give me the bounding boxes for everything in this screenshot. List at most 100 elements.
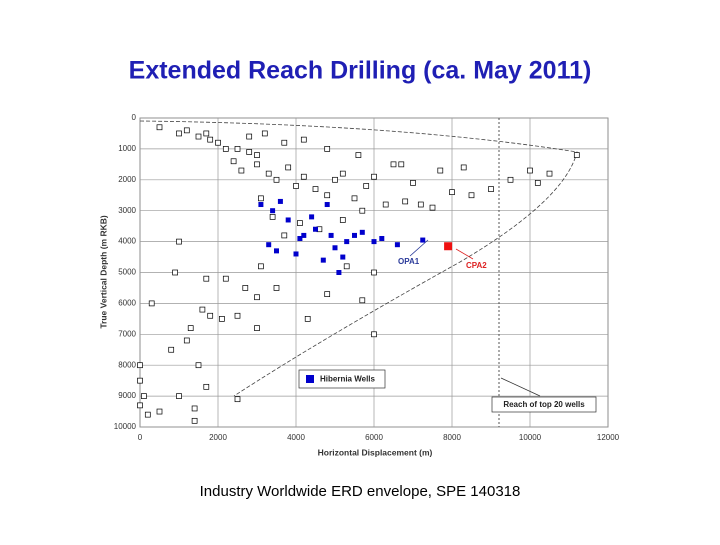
data-point (355, 152, 362, 158)
erd-envelope (139, 120, 578, 397)
y-tick-label: 8000 (118, 360, 136, 369)
data-point (449, 189, 455, 196)
y-tick-label: 1000 (118, 144, 136, 153)
y-tick-label: 3000 (118, 206, 136, 215)
data-point (324, 192, 331, 199)
data-point (183, 337, 190, 344)
data-point (534, 180, 541, 186)
data-point (141, 393, 147, 399)
y-tick-label: 9000 (118, 391, 136, 400)
data-point (332, 245, 338, 251)
annotation: OPA1 (398, 257, 420, 266)
data-point (176, 130, 182, 137)
caption: Industry Worldwide ERD envelope, SPE 140… (200, 483, 521, 500)
data-point (301, 232, 307, 238)
data-point (277, 198, 283, 204)
data-point (297, 220, 303, 226)
data-point (507, 176, 514, 183)
data-point (429, 204, 436, 211)
data-point (402, 198, 409, 205)
x-tick-label: 6000 (365, 433, 383, 442)
data-point (230, 158, 237, 165)
data-point (285, 164, 292, 171)
data-point (187, 325, 194, 331)
data-point (207, 312, 214, 319)
data-point (340, 254, 346, 260)
data-point (183, 127, 190, 134)
data-point (191, 417, 198, 424)
data-point (273, 176, 280, 183)
data-point (344, 239, 350, 245)
data-point (148, 300, 155, 307)
annotation-arrow (409, 239, 429, 257)
data-point (270, 208, 276, 214)
data-point (195, 362, 202, 369)
x-axis-label: Horizontal Displacement (m) (318, 447, 433, 457)
data-point (468, 192, 475, 199)
annotation-arrow (455, 248, 474, 260)
data-point (254, 325, 260, 331)
data-point (168, 346, 175, 353)
data-point (437, 167, 444, 174)
y-tick-label: 2000 (118, 175, 136, 184)
y-tick-label: 10000 (114, 422, 137, 431)
data-point (203, 130, 210, 137)
data-point (573, 152, 580, 158)
x-tick-label: 0 (138, 433, 143, 442)
y-tick-label: 7000 (118, 329, 136, 338)
data-point (312, 186, 319, 192)
slide-title: Extended Reach Drilling (ca. May 2011) (129, 57, 592, 85)
data-point (137, 377, 143, 384)
data-point (293, 251, 299, 257)
data-point (203, 275, 210, 282)
data-point (359, 207, 366, 214)
data-point (265, 170, 272, 177)
data-point (293, 183, 299, 189)
data-point (359, 297, 366, 304)
data-point (246, 149, 253, 155)
legend-label: Hibernia Wells (320, 375, 376, 384)
data-point (199, 306, 206, 313)
data-point (379, 236, 385, 242)
data-point (382, 201, 389, 208)
data-point (156, 124, 163, 131)
data-point (176, 238, 182, 245)
data-point (320, 257, 326, 263)
data-point (274, 248, 279, 254)
data-point (172, 269, 178, 276)
data-point (339, 170, 346, 177)
data-point (195, 133, 202, 140)
data-point (234, 146, 241, 152)
data-point (300, 173, 307, 180)
marks (137, 124, 580, 424)
annotation-arrow (500, 377, 541, 397)
data-point (219, 316, 225, 322)
data-point (339, 217, 346, 223)
data-point (246, 133, 253, 140)
annotation: Reach of top 20 wells (503, 400, 585, 409)
data-point (176, 393, 182, 399)
data-point (324, 202, 330, 208)
x-tick-label: 8000 (443, 433, 461, 442)
data-point (324, 146, 331, 152)
data-point (285, 217, 291, 223)
data-point (363, 183, 370, 189)
data-point (261, 130, 268, 137)
x-tick-label: 4000 (287, 433, 305, 442)
data-point (266, 242, 272, 248)
y-axis-label: True Vertical Depth (m RKB) (98, 215, 108, 329)
y-tick-label: 0 (132, 113, 137, 122)
data-point (352, 232, 357, 238)
data-point (332, 176, 338, 183)
data-point (304, 316, 311, 322)
data-point (273, 285, 280, 291)
data-point (328, 232, 334, 238)
data-point (281, 139, 288, 146)
data-point (371, 173, 377, 180)
data-point (234, 312, 241, 319)
data-point (417, 201, 424, 208)
data-point (203, 383, 210, 390)
data-point (309, 214, 315, 220)
data-point (371, 331, 377, 338)
